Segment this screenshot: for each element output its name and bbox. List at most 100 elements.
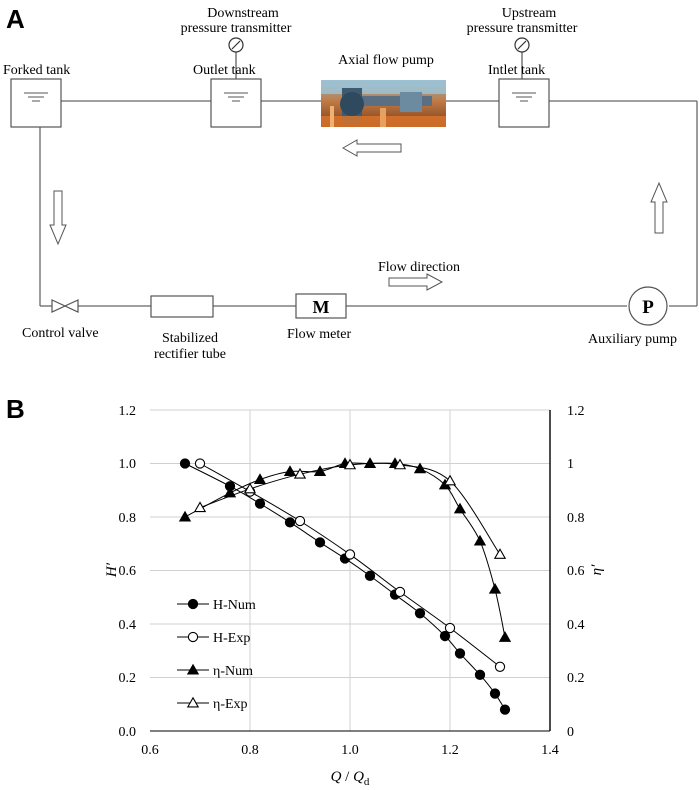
data-point [294, 515, 306, 527]
data-point [393, 458, 407, 470]
downstream-gauge-icon [228, 37, 244, 53]
data-point [414, 608, 426, 619]
control-valve-label: Control valve [22, 326, 99, 341]
upstream-pt-label-1: Upstream [502, 6, 557, 21]
data-point [343, 458, 357, 470]
arrow-up-icon [650, 181, 668, 234]
auxiliary-pump-label: Auxiliary pump [588, 332, 677, 347]
y-right-tick-label: 1.2 [567, 404, 585, 419]
x-tick-label: 1.2 [441, 743, 459, 758]
data-point [453, 502, 467, 514]
control-valve-icon [51, 299, 79, 313]
panel-a-label: A [6, 4, 25, 34]
arrow-down-icon [49, 190, 67, 246]
legend-entry: H-Exp [177, 631, 250, 646]
legend-marker [186, 696, 200, 708]
forked-tank-label: Forked tank [3, 63, 70, 78]
data-point [293, 467, 307, 479]
stabilized-rectifier-tube [150, 295, 214, 318]
data-point [363, 457, 377, 468]
legend-entry: H-Num [177, 598, 256, 613]
panel-b-label: B [6, 394, 25, 424]
downstream-pt-label-1: Downstream [207, 6, 279, 21]
data-point [444, 622, 456, 634]
auxiliary-pump-symbol: P [642, 297, 654, 318]
legend-marker [186, 663, 200, 675]
series-hnum [179, 458, 511, 715]
x-tick-label: 1.0 [341, 743, 359, 758]
x-axis-title-sub: d [364, 776, 370, 788]
auxiliary-pump-circle [628, 286, 668, 326]
stabilized-label-1: Stabilized [162, 331, 218, 346]
inlet-tank-label: Intlet tank [488, 63, 545, 78]
upstream-pt-label-2: pressure transmitter [467, 21, 578, 36]
x-axis-title-q: Q [331, 769, 342, 785]
y-left-tick-label: 0.0 [119, 725, 137, 740]
x-tick-label: 1.4 [541, 743, 559, 758]
y-right-tick-label: 0 [567, 725, 574, 740]
inlet-tank [498, 52, 550, 128]
y-left-axis-title: H′ [104, 562, 120, 578]
y-left-tick-label: 0.6 [119, 564, 137, 579]
legend-marker [187, 598, 199, 610]
data-point [488, 582, 502, 594]
y-left-tick-label: 0.4 [119, 618, 137, 633]
y-right-tick-label: 0.4 [567, 618, 585, 633]
legend-label: H-Num [213, 598, 256, 613]
data-point [499, 704, 511, 715]
data-point [193, 501, 207, 513]
downstream-pt-label-2: pressure transmitter [181, 21, 292, 36]
legend-entry: η-Exp [177, 696, 248, 712]
panel-a: A Forked tank [3, 4, 698, 362]
data-point [494, 661, 506, 672]
x-axis-title: Q / Qd [331, 769, 370, 788]
data-point [223, 486, 237, 498]
data-point [283, 465, 297, 476]
x-axis-title-q2: Q [353, 769, 364, 785]
data-point [394, 586, 406, 598]
y-left-tick-label: 1.2 [119, 404, 137, 419]
y-right-axis-title: η′ [589, 564, 605, 575]
data-point [243, 482, 257, 494]
x-tick-label: 0.8 [241, 743, 259, 758]
data-point [284, 517, 296, 528]
y-left-tick-label: 0.8 [119, 511, 137, 526]
axial-flow-pump-photo [321, 80, 446, 127]
data-point [493, 548, 507, 559]
forked-tank [10, 78, 62, 128]
data-point [254, 498, 266, 509]
series-layer [178, 457, 512, 715]
data-point [253, 473, 267, 485]
y-right-tick-label: 1 [567, 457, 574, 472]
outlet-tank [210, 52, 262, 128]
data-point [443, 474, 457, 486]
data-point [474, 669, 486, 680]
data-point [454, 648, 466, 659]
x-axis-title-sep: / [341, 769, 353, 785]
y-right-tick-label: 0.6 [567, 564, 585, 579]
data-point [473, 534, 487, 546]
y-left-tick-label: 1.0 [119, 457, 137, 472]
y-right-tick-label: 0.2 [567, 671, 585, 686]
legend-marker [187, 631, 199, 643]
data-point [439, 630, 451, 642]
data-point [344, 549, 356, 560]
y-left-tick-label: 0.2 [119, 671, 137, 686]
data-point [364, 570, 376, 581]
flow-meter-box [295, 293, 347, 319]
data-point [489, 688, 501, 699]
data-point [178, 510, 192, 522]
piping-loop [39, 100, 698, 307]
flow-meter-symbol: M [313, 297, 330, 317]
flow-direction-label: Flow direction [378, 260, 460, 275]
data-point [314, 537, 326, 548]
axial-flow-pump-label: Axial flow pump [338, 53, 434, 68]
y-right-tick-label: 0.8 [567, 511, 585, 526]
legend: H-Num H-Exp η-Num η-Exp [177, 598, 256, 712]
legend-label: η-Exp [213, 697, 248, 712]
arrow-left-icon [341, 139, 402, 157]
legend-label: η-Num [213, 664, 253, 679]
x-tick-label: 0.6 [141, 743, 159, 758]
stabilized-label-2: rectifier tube [154, 347, 226, 362]
arrow-right-icon [388, 273, 444, 291]
